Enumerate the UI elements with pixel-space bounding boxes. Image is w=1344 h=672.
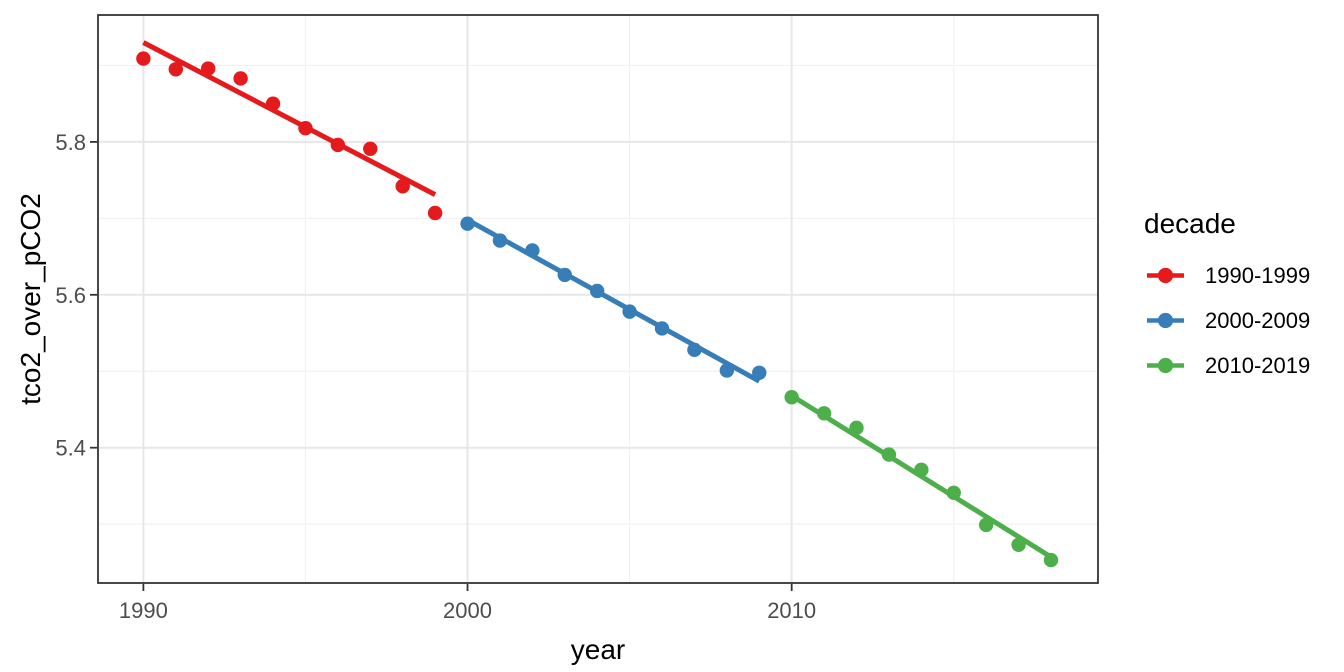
y-tick-label: 5.6 xyxy=(55,283,86,308)
data-point xyxy=(168,62,183,77)
legend-key-icon xyxy=(1147,312,1184,329)
legend-entry: 2000-2009 xyxy=(1143,298,1310,343)
legend-key-icon xyxy=(1147,267,1184,284)
trend-line xyxy=(790,393,1053,560)
legend-entry-label: 2010-2019 xyxy=(1205,352,1311,378)
panel-background xyxy=(98,15,1098,583)
series-1990-1999 xyxy=(136,40,443,221)
series-2000-2009 xyxy=(460,216,767,384)
data-point xyxy=(427,205,443,221)
x-tick-label: 2010 xyxy=(767,598,816,623)
legend-key-point xyxy=(1157,312,1174,329)
legend-key-point xyxy=(1157,267,1174,284)
y-axis-title: tco2_over_pCO2 xyxy=(15,193,46,405)
legend-entry-label: 2000-2009 xyxy=(1205,307,1311,333)
data-point xyxy=(233,71,248,86)
legend-title: decade xyxy=(1144,208,1236,239)
legend-key-icon xyxy=(1147,357,1184,374)
y-tick-label: 5.4 xyxy=(55,436,86,461)
y-tick-label: 5.8 xyxy=(55,130,86,155)
data-point xyxy=(363,141,378,156)
legend-entry: 1990-1999 xyxy=(1143,253,1310,298)
trend-line xyxy=(142,40,437,197)
legend-entries: 1990-1999 2000-2009 2010-2019 xyxy=(1143,253,1310,388)
legend-key-point xyxy=(1157,357,1174,374)
panel-border xyxy=(97,14,1099,584)
data-point xyxy=(395,179,410,194)
x-axis-title: year xyxy=(570,634,626,665)
legend: decade 1990-1999 2000-2009 2010-2019 xyxy=(1143,209,1310,388)
data-point xyxy=(136,51,151,66)
x-tick-label: 2000 xyxy=(443,598,492,623)
legend-entry-label: 1990-1999 xyxy=(1205,262,1311,288)
series-2010-2019 xyxy=(784,390,1059,568)
x-tick-label: 1990 xyxy=(119,598,168,623)
trend-line xyxy=(466,217,761,384)
legend-entry: 2010-2019 xyxy=(1143,343,1310,388)
